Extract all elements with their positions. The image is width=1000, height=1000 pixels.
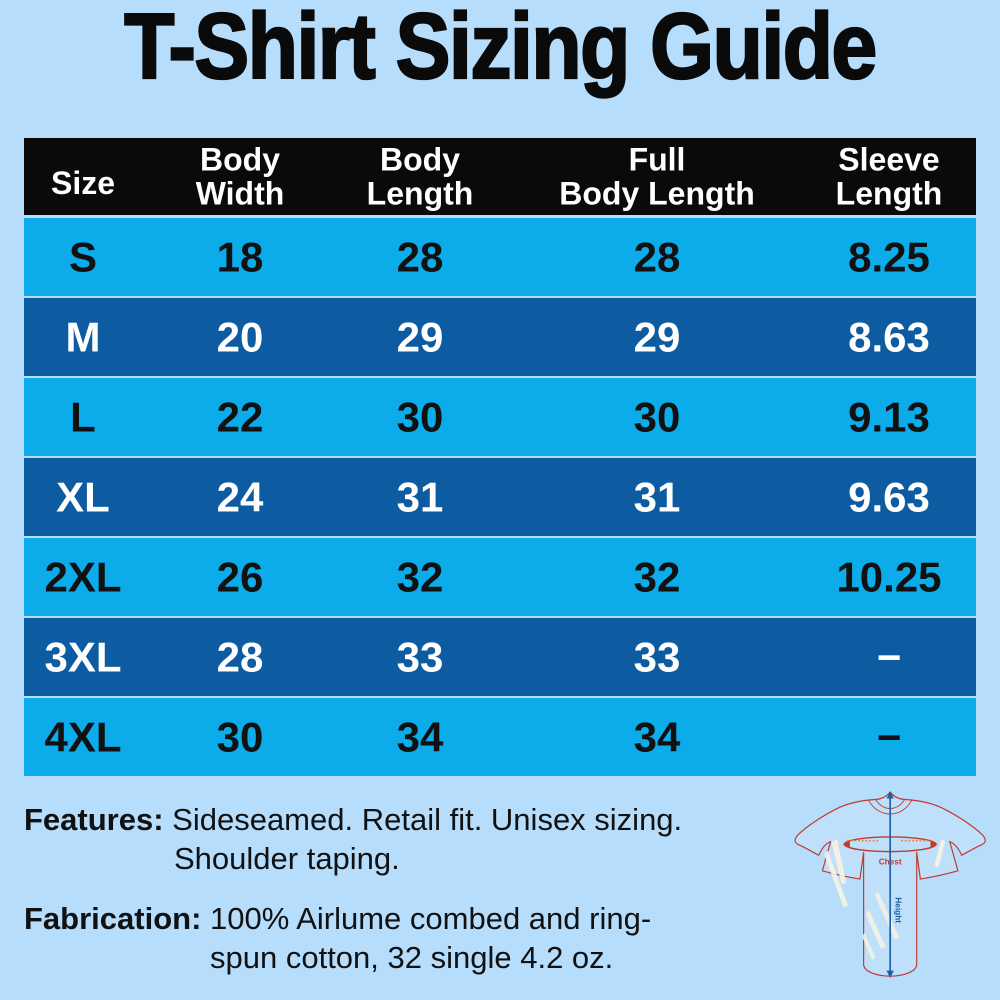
svg-text:Height: Height xyxy=(894,897,903,923)
